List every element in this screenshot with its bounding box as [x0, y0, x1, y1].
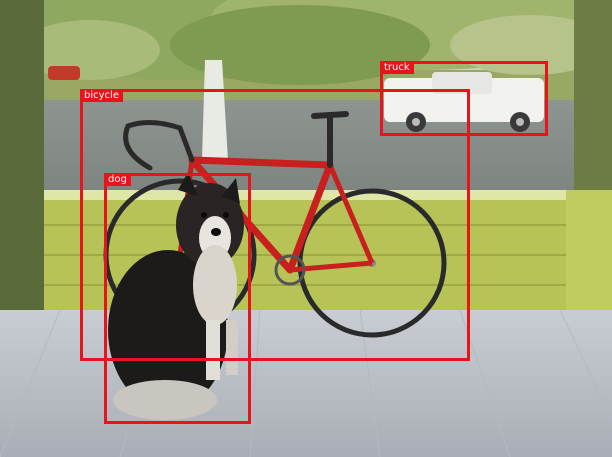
tree-foliage [0, 0, 612, 85]
detection-label-truck: truck [380, 61, 414, 74]
rail-cap [0, 190, 612, 200]
detection-box-bicycle: bicycle [80, 89, 470, 361]
detection-box-truck: truck [380, 61, 548, 136]
dog-shape [108, 172, 244, 420]
detection-label-bicycle: bicycle [80, 89, 123, 102]
red-car [48, 66, 80, 80]
right-post [566, 190, 612, 310]
detection-label-dog: dog [104, 173, 131, 186]
tree-trunk [202, 60, 228, 160]
left-column [0, 0, 44, 310]
porch-floor [0, 310, 612, 457]
detection-box-dog: dog [104, 173, 251, 424]
